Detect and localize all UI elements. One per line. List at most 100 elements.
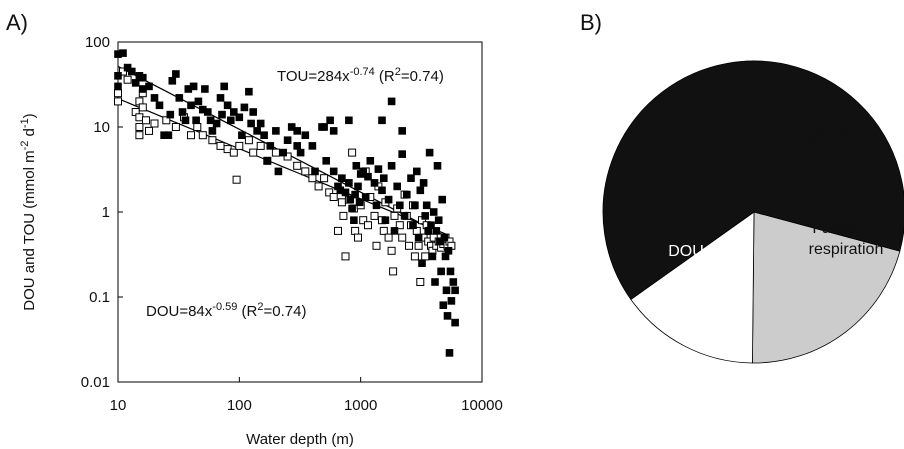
tou-data-point (449, 278, 458, 286)
tou-data-point (433, 162, 442, 170)
tou-data-point (398, 150, 407, 158)
tou-data-point (402, 190, 411, 199)
tou-data-point (419, 179, 428, 187)
pie-label-irrigation: Irrigation (790, 126, 852, 143)
tou-data-point (443, 312, 452, 320)
tou-data-point (218, 110, 226, 119)
tou-data-point (437, 267, 445, 276)
tou-data-point (192, 116, 200, 125)
tou-data-point (155, 101, 164, 110)
dou-data-point (384, 233, 393, 242)
axis-ticks: 0.01 0.1 1 10 100 10 100 1000 10000 (81, 34, 503, 414)
tou-data-point (274, 167, 283, 176)
tou-data-point (348, 204, 356, 213)
y-tick-label: 0.1 (89, 289, 110, 306)
tou-data-point (119, 49, 127, 57)
tou-data-point (253, 127, 261, 135)
tou-data-point (374, 165, 383, 173)
tou-data-point (387, 97, 396, 106)
dou-data-point (142, 116, 150, 125)
dou-data-point (135, 113, 144, 122)
tou-data-point (445, 349, 454, 357)
tou-data-point (432, 227, 441, 235)
scatter-chart: 0.01 0.1 1 10 100 10 100 1000 10000 TOU=284x-0.7… (19, 34, 503, 448)
tou-data-point (422, 201, 431, 210)
tou-data-point (411, 201, 419, 210)
tou-equation: TOU=284x-0.74 (R2=0.74) (277, 66, 444, 85)
dou-equation: DOU=84x-0.59 (R2=0.74) (146, 301, 306, 320)
tou-data-point (444, 247, 453, 255)
tou-data-point (370, 179, 379, 187)
dou-data-point (198, 131, 207, 140)
dou-data-point (208, 136, 217, 145)
tou-data-point (366, 157, 375, 165)
tou-data-point (238, 131, 246, 139)
y-axis-label-part-2: d (21, 128, 38, 141)
tou-data-point (393, 182, 402, 191)
dou-data-point (414, 241, 423, 250)
tou-data-point (150, 94, 159, 102)
dou-data-point (398, 233, 407, 242)
tou-data-point (431, 278, 439, 286)
dou-data-point (379, 226, 388, 235)
tou-data-point (139, 73, 147, 82)
tou-data-point (329, 127, 338, 135)
dou-data-point (395, 221, 404, 230)
tou-data-point (322, 157, 331, 165)
tou-data-point (451, 318, 459, 327)
tou-data-point (245, 87, 253, 96)
tou-data-point (194, 97, 203, 106)
dou-data-point (348, 148, 357, 157)
dou-data-point (410, 252, 419, 261)
tou-data-point (416, 186, 425, 195)
y-axis-label-sup-1: -2 (19, 141, 31, 151)
x-tick-label: 100 (227, 397, 252, 414)
dou-data-point (339, 211, 348, 220)
tou-data-point (287, 123, 296, 131)
dou-fit-line (117, 98, 446, 235)
tou-data-point (451, 286, 459, 295)
pie-slice (752, 211, 901, 364)
tou-data-point (131, 79, 140, 87)
dou-data-point (145, 126, 153, 135)
tou-equation-main: TOU=284x (277, 68, 350, 85)
tou-data-point (442, 286, 451, 295)
tou-data-point (266, 142, 275, 150)
dou-r2-superscript: 2 (257, 301, 263, 313)
dou-data-point (135, 123, 144, 131)
pie-label-respiration: respiration (809, 241, 884, 258)
y-axis-label-part-1: DOU and TOU (mmol m (21, 150, 38, 310)
y-tick-label: 10 (93, 119, 110, 136)
tou-data-point (187, 101, 195, 110)
y-tick-label: 100 (85, 34, 110, 51)
dou-data-point (135, 131, 144, 140)
tou-data-point (293, 127, 302, 135)
dou-data-point (123, 75, 132, 84)
tou-data-point (434, 216, 443, 224)
plot-frame (117, 41, 483, 383)
x-tick-label: 10000 (461, 397, 503, 414)
tou-r2-prefix: (R (375, 68, 395, 85)
tou-data-point (178, 108, 187, 116)
pie-label-dou: DOU (668, 243, 704, 260)
tou-data-point (279, 148, 288, 157)
tou-data-point (436, 237, 444, 246)
dou-data-point (114, 97, 122, 106)
tou-data-point (378, 116, 386, 125)
panel-a-label: A) (6, 10, 28, 35)
pie-label-fauna: Fauna (812, 220, 857, 237)
tou-data-point (172, 70, 180, 78)
tou-data-point (166, 110, 175, 119)
tou-data-point (407, 174, 415, 182)
tou-data-point (329, 167, 338, 176)
tou-data-point (418, 259, 426, 268)
tou-data-point (145, 82, 153, 91)
tou-data-point (114, 72, 122, 80)
tou-data-point (181, 116, 190, 125)
tou-data-point (428, 252, 437, 261)
dou-data-point (293, 161, 302, 170)
y-axis-label: DOU and TOU (mmol m-2 d-1) (19, 113, 38, 310)
tou-data-point (384, 195, 393, 204)
tou-data-point (447, 297, 456, 305)
